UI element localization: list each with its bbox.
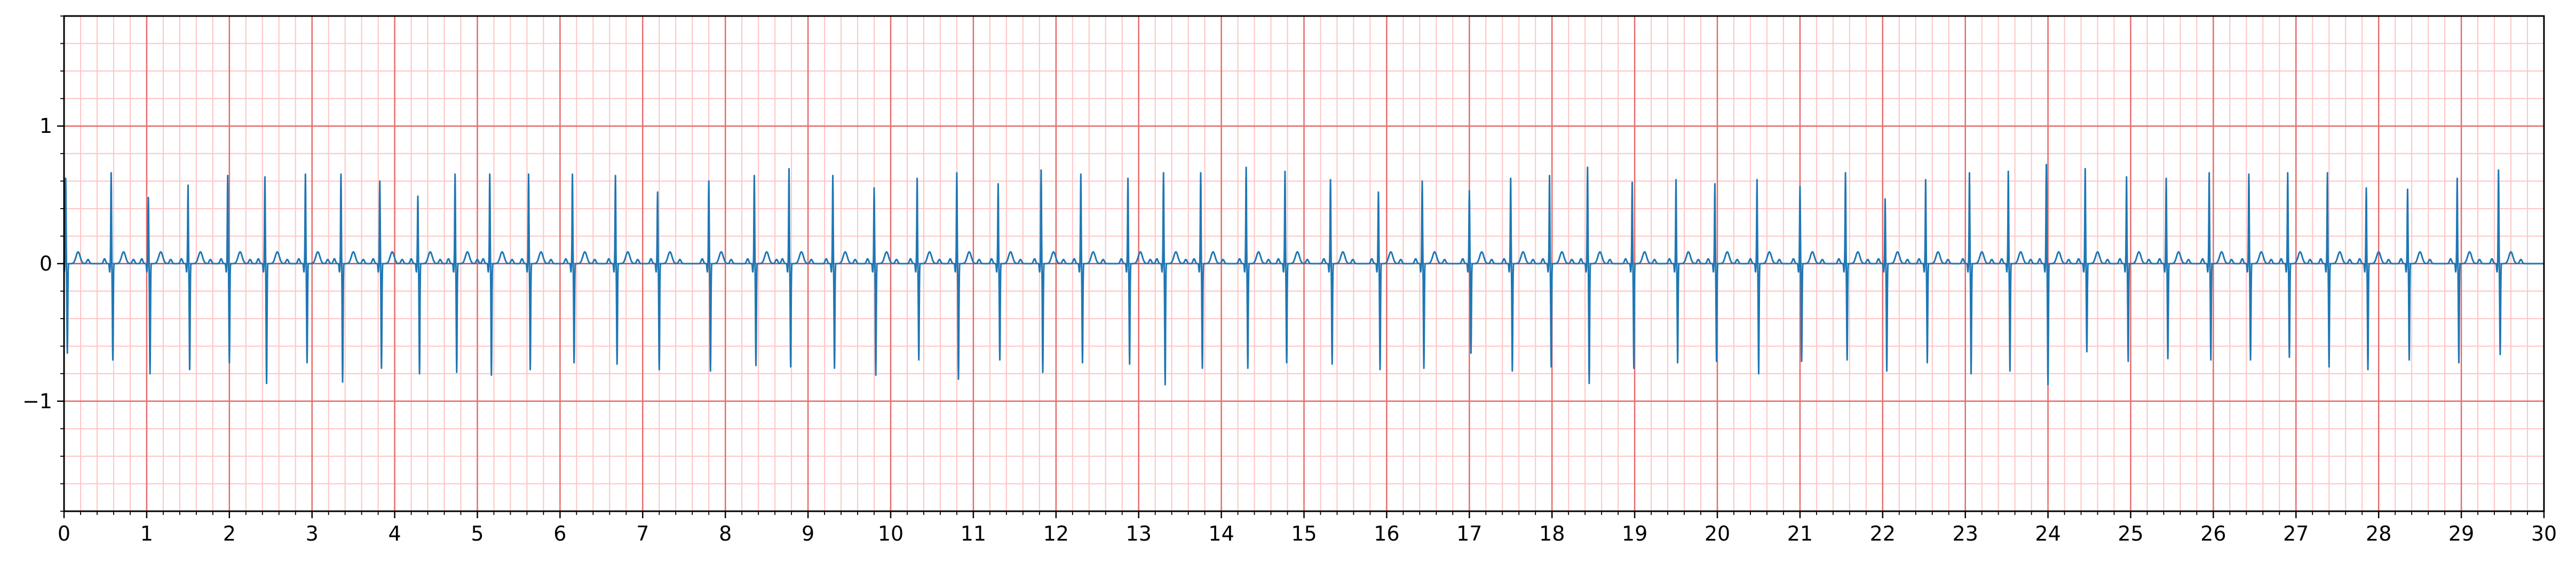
x-tick-label: 19 [1622,522,1647,545]
y-tick-label: −1 [22,390,52,413]
x-tick-label: 1 [140,522,153,545]
x-tick-label: 15 [1291,522,1317,545]
x-tick-label: 26 [2200,522,2226,545]
x-tick-label: 14 [1208,522,1234,545]
x-tick-label: 30 [2531,522,2557,545]
x-tick-label: 20 [1705,522,1730,545]
x-tick-label: 10 [878,522,903,545]
x-tick-label: 9 [802,522,814,545]
x-tick-label: 25 [2118,522,2143,545]
x-tick-label: 17 [1456,522,1482,545]
x-tick-label: 8 [719,522,732,545]
y-tick-label: 0 [39,252,52,275]
x-tick-label: 13 [1126,522,1152,545]
x-tick-label: 24 [2035,522,2060,545]
y-tick-label: 1 [39,114,52,138]
x-tick-label: 29 [2448,522,2474,545]
x-tick-label: 2 [223,522,236,545]
x-tick-label: 21 [1787,522,1813,545]
x-tick-label: 4 [389,522,401,545]
x-tick-label: 11 [961,522,986,545]
x-tick-label: 12 [1043,522,1069,545]
x-tick-label: 3 [306,522,319,545]
x-tick-label: 5 [471,522,484,545]
x-tick-label: 22 [1870,522,1896,545]
x-tick-label: 6 [553,522,566,545]
x-tick-label: 7 [636,522,649,545]
x-tick-label: 27 [2283,522,2309,545]
x-tick-label: 23 [1953,522,1978,545]
x-tick-label: 28 [2366,522,2391,545]
x-tick-label: 0 [58,522,70,545]
x-tick-label: 18 [1539,522,1565,545]
x-tick-label: 16 [1374,522,1399,545]
